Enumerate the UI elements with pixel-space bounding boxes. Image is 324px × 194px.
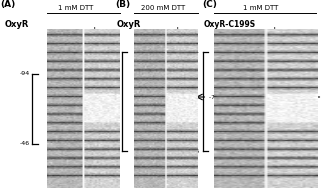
Text: −: − [144,26,151,35]
Text: 1 mM DTT: 1 mM DTT [243,5,279,11]
Text: 200 mM DTT: 200 mM DTT [142,5,186,11]
Text: +: + [173,26,180,35]
Text: -46: -46 [109,149,119,154]
Text: (C): (C) [202,0,217,9]
Text: OxyR-C199S: OxyR-C199S [204,20,256,29]
Text: +: + [90,26,98,35]
Text: -104: -104 [105,50,119,55]
Text: (B): (B) [115,0,130,9]
Text: -75T, -74A: -75T, -74A [209,94,239,100]
Text: OxyR: OxyR [117,20,141,29]
Text: +: + [270,26,278,35]
Text: 1 mM DTT: 1 mM DTT [58,5,94,11]
Text: OxyR: OxyR [5,20,29,29]
Text: -94: -94 [19,71,30,76]
Text: (A): (A) [0,0,15,9]
Text: −: − [226,26,234,35]
Text: −: − [61,26,69,35]
Text: -46: -46 [20,141,30,146]
Text: -104: -104 [186,50,200,55]
Text: -46: -46 [190,149,200,154]
